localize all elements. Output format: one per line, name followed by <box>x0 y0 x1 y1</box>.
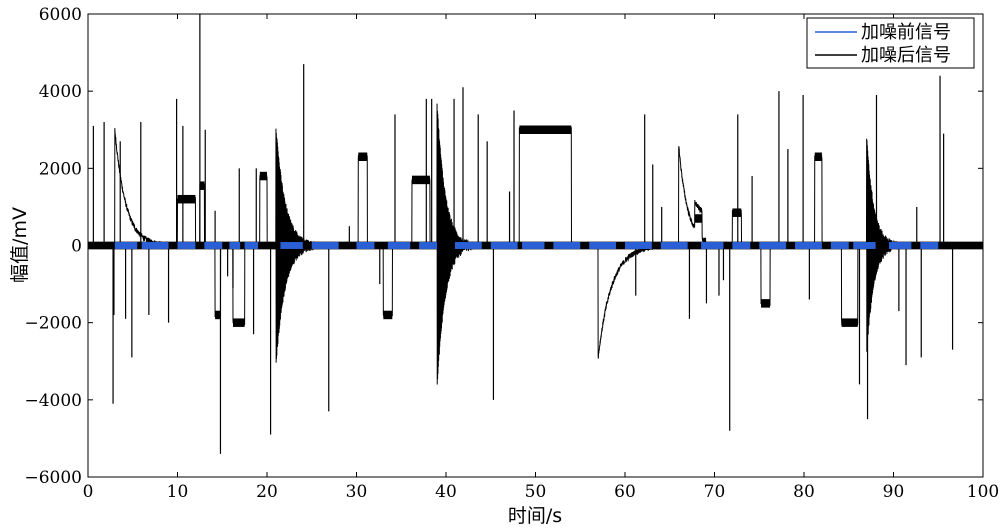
noisy-step-block <box>199 181 205 190</box>
noisy-step-block <box>761 299 770 308</box>
y-tick-label: −4000 <box>24 391 82 411</box>
clean-signal-segment <box>795 242 822 249</box>
clean-signal-segment <box>522 242 545 249</box>
clean-signal-segment <box>920 242 939 249</box>
clean-signal-segment <box>490 242 518 249</box>
clean-signal-segment <box>419 242 438 249</box>
data-layer <box>87 14 984 454</box>
clean-signal-segment <box>853 242 876 249</box>
legend-label-clean: 加噪前信号 <box>861 22 951 43</box>
y-tick-label: 2000 <box>39 159 82 179</box>
clean-signal-segment <box>280 242 303 249</box>
noisy-step-block <box>383 310 393 320</box>
x-tick-label: 100 <box>967 482 999 502</box>
clean-signal-segment <box>244 242 259 249</box>
noisy-step-block <box>841 318 858 327</box>
clean-signal-segment <box>589 242 617 249</box>
ticks-layer: 0 10 20 30 40 50 60 70 80 90 100 −6000 −4000 −2000 0 20… <box>24 5 999 502</box>
y-tick-label: −2000 <box>24 314 82 334</box>
noisy-step-block <box>411 175 430 185</box>
x-tick-label: 50 <box>525 482 547 502</box>
noisy-step-block <box>232 318 245 327</box>
noisy-step-block <box>259 171 267 181</box>
clean-signal-segment <box>454 242 482 249</box>
y-tick-label: 4000 <box>39 82 82 102</box>
x-tick-label: 60 <box>614 482 636 502</box>
y-axis-label: 幅值/mV <box>9 207 31 283</box>
x-tick-label: 0 <box>83 482 94 502</box>
clean-signal-segment <box>553 242 581 249</box>
legend: 加噪前信号 加噪后信号 <box>806 17 975 69</box>
clean-signal-segment <box>114 242 138 249</box>
clean-signal-segment <box>141 242 169 249</box>
clean-signal-segment <box>759 242 787 249</box>
y-tick-label: 0 <box>71 237 82 257</box>
noisy-step-block <box>519 125 572 134</box>
clean-signal-segment <box>701 242 724 249</box>
clean-signal-segment <box>229 242 241 249</box>
legend-label-noisy: 加噪后信号 <box>861 45 951 66</box>
x-tick-label: 90 <box>883 482 905 502</box>
x-axis-label: 时间/s <box>508 505 562 527</box>
y-tick-label: −6000 <box>24 468 82 488</box>
clean-signal-segment <box>387 242 411 249</box>
noisy-step-block <box>694 214 702 223</box>
x-tick-label: 30 <box>346 482 368 502</box>
noisy-step-block <box>814 152 822 162</box>
clean-signal-segment <box>889 242 912 249</box>
clean-signal-segment <box>830 242 849 249</box>
x-tick-label: 20 <box>256 482 278 502</box>
noisy-step-block <box>215 310 221 320</box>
clean-signal-segment <box>177 242 196 249</box>
x-tick-label: 40 <box>435 482 457 502</box>
x-tick-label: 10 <box>167 482 189 502</box>
clean-signal-segment <box>732 242 751 249</box>
clean-signal-segment <box>660 242 688 249</box>
x-tick-label: 80 <box>793 482 815 502</box>
clean-signal-segment <box>311 242 339 249</box>
clean-signal-segment <box>204 242 223 249</box>
clean-signal-segment <box>625 242 652 249</box>
clean-signal-segment <box>356 242 375 249</box>
x-tick-label: 70 <box>704 482 726 502</box>
noisy-step-block <box>732 208 742 217</box>
noisy-step-block <box>177 194 196 204</box>
legend-box <box>806 17 975 69</box>
y-tick-label: 6000 <box>39 5 82 25</box>
noisy-step-block <box>358 152 368 162</box>
